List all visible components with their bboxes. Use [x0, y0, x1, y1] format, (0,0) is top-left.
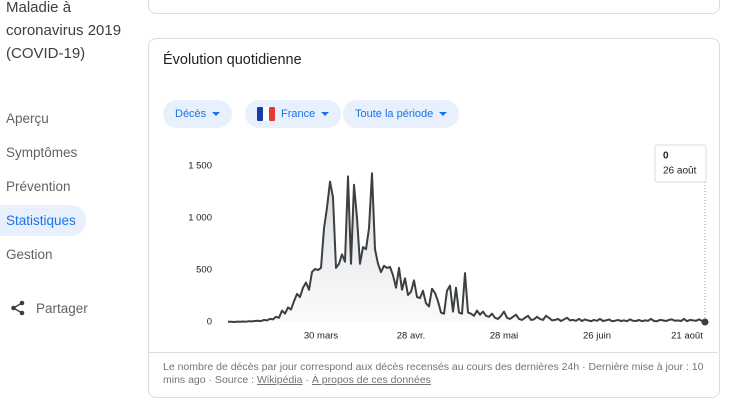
y-tick-label: 500	[196, 265, 212, 276]
tooltip-value: 0	[663, 151, 669, 162]
chip-label: France	[281, 108, 316, 120]
caret	[439, 112, 448, 116]
x-tick-label: 28 mai	[490, 331, 519, 342]
y-tick-label: 1 500	[188, 161, 212, 172]
flag-icon	[257, 107, 275, 121]
card	[148, 38, 720, 398]
filter-chip[interactable]: France	[245, 100, 342, 128]
x-tick-label: 21 août	[671, 331, 703, 342]
nav-item[interactable]: Aperçu	[6, 111, 49, 126]
share-label: Partager	[36, 300, 88, 316]
chip-label: Décès	[175, 108, 207, 120]
source-link[interactable]: Wikipédia	[256, 374, 303, 386]
share-button[interactable]: Partager	[10, 300, 88, 316]
card	[148, 0, 720, 14]
filter-chip[interactable]: Toute la période	[343, 100, 460, 128]
footer-note: Le nombre de décès par jour correspond a…	[163, 361, 719, 387]
line	[227, 172, 706, 323]
separator: ·	[305, 374, 309, 386]
topic-title: Maladie à coronavirus 2019 (COVID-19)	[6, 0, 122, 62]
nav-item[interactable]: Statistiques	[0, 205, 86, 236]
y-tick-label: 0	[207, 317, 212, 328]
nav-item[interactable]: Prévention	[6, 179, 71, 194]
end-point	[701, 318, 709, 326]
card-title: Évolution quotidienne	[163, 52, 302, 68]
x-tick-label: 28 avr.	[397, 331, 426, 342]
tooltip-date: 26 août	[663, 166, 697, 177]
nav-item[interactable]: Symptômes	[6, 145, 78, 160]
about-link[interactable]: À propos de ces données	[311, 374, 431, 386]
x-tick-label: 30 mars	[304, 331, 339, 342]
chip-label: Toute la période	[355, 108, 434, 120]
footer-text: Le nombre de décès par jour correspond a…	[163, 361, 704, 386]
caret	[321, 112, 330, 116]
divider	[149, 352, 718, 353]
x-tick-label: 26 juin	[583, 331, 611, 342]
y-tick-label: 1 000	[188, 213, 212, 224]
share-icon	[11, 300, 25, 316]
tooltip-box	[654, 144, 707, 183]
nav-item[interactable]: Gestion	[6, 247, 53, 262]
caret	[212, 112, 221, 116]
filter-chip[interactable]: Décès	[163, 100, 233, 128]
